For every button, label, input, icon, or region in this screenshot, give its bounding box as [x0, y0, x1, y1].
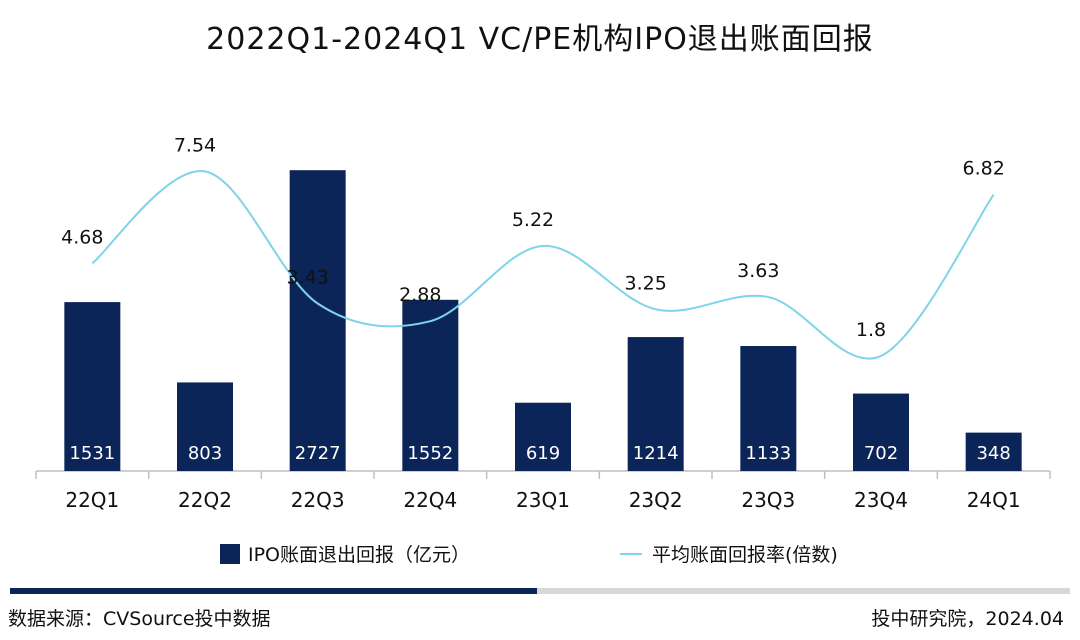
rate-value-label: 5.22: [512, 209, 554, 231]
footer-rule-accent: [10, 588, 537, 594]
category-label: 23Q3: [741, 488, 795, 512]
category-label: 23Q4: [854, 488, 908, 512]
bar-23Q4: [853, 393, 909, 471]
bar-22Q3: [289, 170, 346, 472]
bar-value-label: 619: [526, 443, 560, 464]
rate-value-label: 4.68: [61, 226, 103, 248]
rate-value-label: 3.63: [737, 260, 779, 282]
bar-23Q2: [627, 337, 684, 471]
rate-value-label: 6.82: [963, 158, 1005, 180]
legend-item-bars: IPO账面退出回报（亿元）: [220, 540, 470, 567]
bar-value-label: 702: [864, 443, 898, 464]
bar-value-label: 1133: [745, 443, 791, 464]
credit-note: 投中研究院，2024.04: [871, 608, 1064, 630]
legend-line-swatch: [620, 552, 642, 555]
rate-value-label: 7.54: [174, 134, 216, 156]
rate-line: [91, 170, 995, 360]
category-label: 22Q2: [178, 488, 232, 512]
category-label: 23Q2: [629, 488, 683, 512]
bar-value-label: 1552: [407, 443, 453, 464]
bar-value-label: 1214: [633, 443, 679, 464]
bar-22Q4: [402, 299, 459, 471]
legend-bar-swatch: [220, 543, 240, 564]
rate-value-label: 1.8: [856, 319, 886, 341]
bar-22Q1: [64, 302, 121, 471]
chart-plot: 1531 803 2727 1552 619 1214 1133 702 348 4.68 7.5…: [35, 134, 1051, 512]
category-label: 22Q3: [291, 488, 345, 512]
x-axis-ticks: [35, 471, 1051, 479]
chart-title: 2022Q1-2024Q1 VC/PE机构IPO退出账面回报: [206, 22, 874, 57]
category-labels: 22Q1 22Q2 22Q3 22Q4 23Q1 23Q2 23Q3 23Q4 24Q1: [65, 488, 1020, 512]
legend-bar-label: IPO账面退出回报（亿元）: [248, 544, 471, 566]
category-label: 22Q4: [403, 488, 457, 512]
rate-value-label: 3.25: [625, 272, 667, 294]
legend-item-line: 平均账面回报率(倍数): [620, 540, 838, 567]
bar-value-labels: 1531 803 2727 1552 619 1214 1133 702 348: [69, 443, 1010, 464]
bar-23Q3: [740, 346, 797, 471]
rate-value-labels: 4.68 7.54 3.43 2.88 5.22 3.25 3.63 1.8 6.82: [61, 134, 1005, 341]
bar-value-label: 1531: [69, 443, 115, 464]
bar-series: [64, 170, 1022, 472]
legend-line-label: 平均账面回报率(倍数): [652, 544, 838, 566]
category-label: 24Q1: [967, 488, 1021, 512]
footer-rule: [10, 588, 1070, 594]
bar-value-label: 803: [188, 443, 222, 464]
bar-22Q2: [177, 382, 233, 471]
category-label: 23Q1: [516, 488, 570, 512]
rate-value-label: 3.43: [287, 267, 329, 289]
bar-value-label: 348: [976, 443, 1010, 464]
bar-value-label: 2727: [295, 443, 341, 464]
category-label: 22Q1: [65, 488, 119, 512]
bar-24Q1: [965, 432, 1022, 471]
bar-23Q1: [515, 402, 571, 471]
source-note: 数据来源：CVSource投中数据: [8, 608, 271, 630]
rate-value-label: 2.88: [399, 284, 441, 306]
